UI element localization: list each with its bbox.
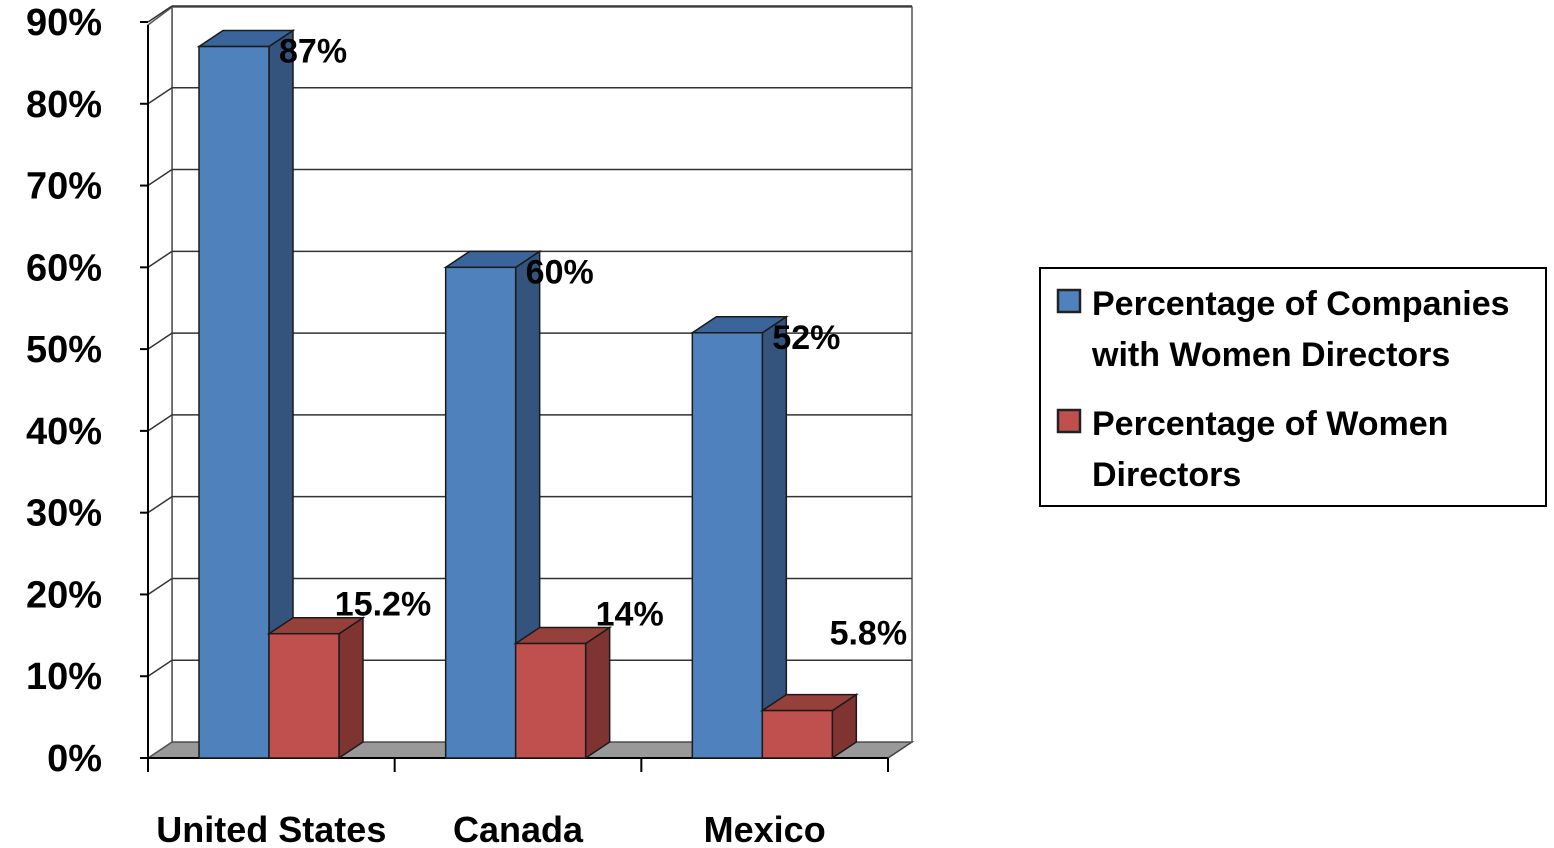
legend-label-companies-line2: with Women Directors bbox=[1091, 336, 1450, 374]
bar-women-directors-2 bbox=[759, 693, 859, 760]
data-label-women-directors: 14% bbox=[596, 596, 664, 634]
gridline-depth bbox=[147, 659, 173, 677]
bar-companies-2 bbox=[689, 315, 789, 760]
y-tick-label: 0% bbox=[47, 738, 102, 780]
bar-layer bbox=[196, 29, 859, 760]
gridline-depth bbox=[147, 577, 173, 596]
data-label-companies: 52% bbox=[772, 319, 840, 357]
y-tick-label: 80% bbox=[26, 84, 102, 126]
legend-label-companies-line1: Percentage of Companies bbox=[1092, 285, 1510, 323]
gridline-depth bbox=[147, 87, 173, 105]
legend-swatch-women-directors bbox=[1056, 408, 1082, 434]
y-tick-label: 10% bbox=[26, 656, 102, 698]
data-label-women-directors: 5.8% bbox=[830, 615, 908, 653]
y-tick-label: 20% bbox=[26, 574, 102, 616]
gridline-depth bbox=[147, 414, 173, 432]
bar-women-directors-0 bbox=[266, 616, 366, 760]
data-label-companies: 87% bbox=[279, 33, 347, 71]
data-label-layer: 87% 15.2% 60% 14% 52% 5.8% bbox=[279, 33, 907, 653]
axis-layer: 0% 10% 20% 30% 40% 50% 60% 70% 80% 90% United Stat… bbox=[26, 2, 889, 848]
gridline-depth bbox=[147, 250, 173, 268]
chart-side-wall bbox=[147, 5, 173, 760]
y-tick-label: 50% bbox=[26, 329, 102, 371]
x-category-label: Mexico bbox=[704, 809, 826, 848]
y-tick-label: 70% bbox=[26, 166, 102, 208]
bar-women-directors-1 bbox=[513, 626, 613, 760]
gridline-depth bbox=[147, 332, 173, 350]
data-label-women-directors: 15.2% bbox=[335, 586, 431, 624]
y-tick-label: 90% bbox=[26, 2, 102, 44]
y-tick-label: 30% bbox=[26, 493, 102, 535]
y-tick-label: 40% bbox=[26, 411, 102, 453]
legend-label-women-line2: Directors bbox=[1092, 456, 1241, 494]
y-tick-label: 60% bbox=[26, 247, 102, 289]
gridline-depth bbox=[147, 496, 173, 514]
legend-label-women-line1: Percentage of Women bbox=[1092, 405, 1448, 443]
x-category-label: Canada bbox=[453, 809, 584, 848]
data-label-companies: 60% bbox=[526, 253, 594, 291]
legend-box bbox=[1039, 267, 1547, 507]
gridline-depth bbox=[147, 5, 173, 23]
legend: Percentage of Companies with Women Direc… bbox=[1039, 267, 1547, 507]
legend-swatch-companies bbox=[1056, 288, 1082, 314]
gridline-depth bbox=[147, 168, 173, 187]
bar-companies-0 bbox=[196, 29, 296, 760]
x-category-label: United States bbox=[156, 809, 386, 848]
